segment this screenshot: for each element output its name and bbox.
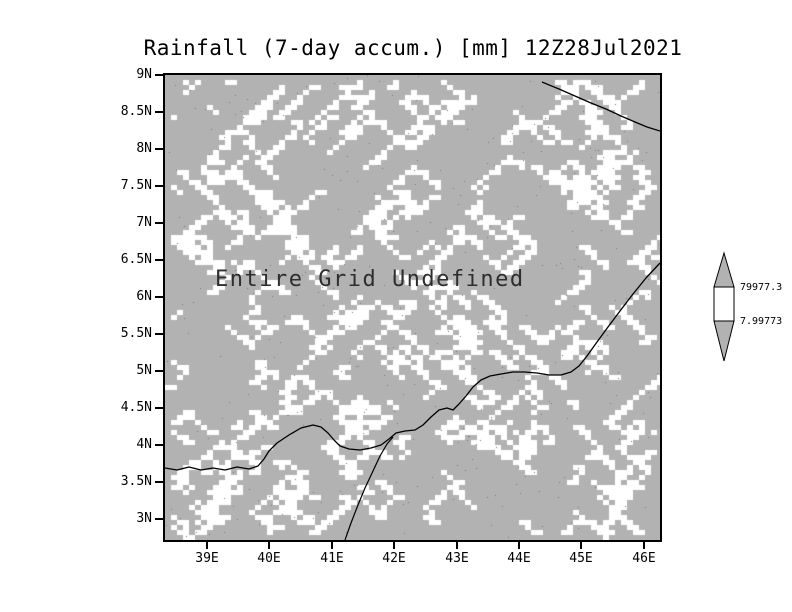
y-tick-label: 5N: [136, 363, 152, 378]
river-line: [344, 436, 394, 540]
x-axis-tick: [393, 542, 395, 549]
y-axis-tick: [155, 407, 164, 409]
y-axis-tick: [155, 444, 164, 446]
y-axis-tick: [155, 185, 164, 187]
y-tick-label: 7N: [136, 215, 152, 230]
y-tick-label: 9N: [136, 67, 152, 82]
map-lines-svg: [165, 81, 660, 540]
border-line: [165, 262, 660, 471]
colorbar-min-label: 7.99773: [740, 316, 783, 327]
x-tick-label: 46E: [632, 551, 656, 566]
y-tick-label: 5.5N: [120, 326, 152, 341]
x-axis-tick: [268, 542, 270, 549]
colorbar-down-arrow-icon: [713, 320, 735, 362]
x-tick-label: 39E: [195, 551, 219, 566]
y-tick-label: 8N: [136, 141, 152, 156]
x-axis-tick: [580, 542, 582, 549]
y-axis-tick: [155, 111, 164, 113]
x-tick-label: 44E: [507, 551, 531, 566]
y-tick-label: 4N: [136, 437, 152, 452]
colorbar: 79977.3 7.99773: [711, 251, 791, 363]
y-tick-label: 4.5N: [120, 400, 152, 415]
coastline-northeast: [541, 81, 660, 132]
colorbar-icon: [713, 251, 735, 362]
x-axis-tick: [518, 542, 520, 549]
x-tick-label: 45E: [569, 551, 593, 566]
x-axis-tick: [643, 542, 645, 549]
grid-undefined-message: Entire Grid Undefined: [215, 267, 525, 292]
y-axis-tick: [155, 518, 164, 520]
y-axis-tick: [155, 481, 164, 483]
x-axis-tick: [331, 542, 333, 549]
y-axis-tick: [155, 370, 164, 372]
y-axis-tick: [155, 259, 164, 261]
x-axis-tick: [456, 542, 458, 549]
y-axis-tick: [155, 296, 164, 298]
x-tick-label: 40E: [257, 551, 281, 566]
y-axis-tick: [155, 74, 164, 76]
colorbar-up-arrow-icon: [713, 251, 735, 288]
y-tick-label: 7.5N: [120, 178, 152, 193]
y-axis-tick: [155, 222, 164, 224]
y-axis-labels: 9N 8.5N 8N 7.5N 7N 6.5N 6N 5.5N 5N 4.5N …: [0, 67, 152, 540]
chart-title: Rainfall (7-day accum.) [mm] 12Z28Jul202…: [143, 36, 683, 60]
x-axis-tick: [206, 542, 208, 549]
x-tick-label: 42E: [382, 551, 406, 566]
x-tick-label: 43E: [445, 551, 469, 566]
y-tick-label: 3.5N: [120, 474, 152, 489]
y-tick-label: 6N: [136, 289, 152, 304]
colorbar-max-label: 79977.3: [740, 282, 783, 293]
colorbar-white-band: [713, 286, 735, 322]
y-axis-tick: [155, 148, 164, 150]
plot-area: Entire Grid Undefined: [163, 73, 662, 542]
y-tick-label: 6.5N: [120, 252, 152, 267]
y-axis-tick: [155, 333, 164, 335]
x-tick-label: 41E: [320, 551, 344, 566]
y-tick-label: 8.5N: [120, 104, 152, 119]
y-tick-label: 3N: [136, 511, 152, 526]
undefined-fill-canvas: [165, 75, 660, 540]
